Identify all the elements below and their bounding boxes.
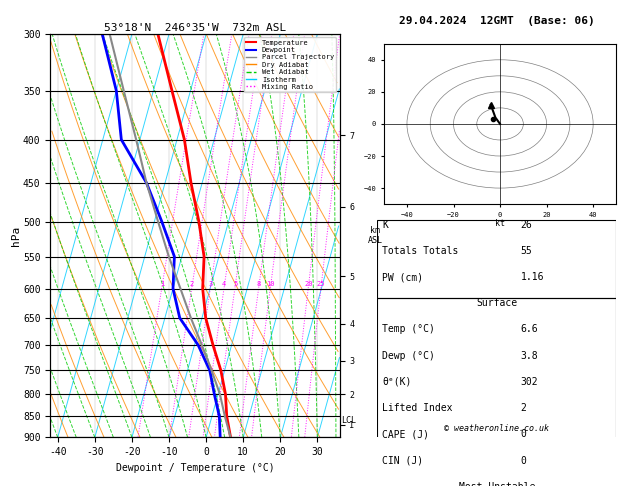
Text: Temp (°C): Temp (°C) xyxy=(382,325,435,334)
Text: 0: 0 xyxy=(521,429,526,439)
Text: θᵉ(K): θᵉ(K) xyxy=(382,377,411,387)
X-axis label: Dewpoint / Temperature (°C): Dewpoint / Temperature (°C) xyxy=(116,463,274,473)
Text: hPa: hPa xyxy=(11,226,21,246)
Text: 20: 20 xyxy=(304,281,313,287)
Text: 2: 2 xyxy=(190,281,194,287)
Text: Dewp (°C): Dewp (°C) xyxy=(382,351,435,361)
Y-axis label: km
ASL: km ASL xyxy=(368,226,382,245)
Text: 25: 25 xyxy=(317,281,325,287)
Bar xyxy=(377,482,616,486)
Text: K: K xyxy=(382,220,388,229)
Title: 53°18'N  246°35'W  732m ASL: 53°18'N 246°35'W 732m ASL xyxy=(104,23,286,33)
Text: 3: 3 xyxy=(208,281,213,287)
Text: © weatheronline.co.uk: © weatheronline.co.uk xyxy=(445,424,549,434)
Text: CIN (J): CIN (J) xyxy=(382,455,423,466)
Text: 0: 0 xyxy=(521,455,526,466)
Text: 302: 302 xyxy=(521,377,538,387)
Bar xyxy=(377,298,616,482)
Text: PW (cm): PW (cm) xyxy=(382,272,423,282)
Text: 29.04.2024  12GMT  (Base: 06): 29.04.2024 12GMT (Base: 06) xyxy=(399,16,595,26)
Text: 6.6: 6.6 xyxy=(521,325,538,334)
Text: 3.8: 3.8 xyxy=(521,351,538,361)
Text: 1.16: 1.16 xyxy=(521,272,544,282)
Text: 10: 10 xyxy=(266,281,275,287)
Text: 1: 1 xyxy=(160,281,164,287)
Text: 4: 4 xyxy=(222,281,226,287)
Text: 26: 26 xyxy=(521,220,533,229)
Text: Totals Totals: Totals Totals xyxy=(382,246,459,256)
Text: 8: 8 xyxy=(257,281,261,287)
X-axis label: kt: kt xyxy=(495,219,505,228)
Text: 2: 2 xyxy=(521,403,526,413)
Text: LCL: LCL xyxy=(342,416,357,425)
Text: Most Unstable: Most Unstable xyxy=(459,482,535,486)
Bar xyxy=(377,220,616,298)
Legend: Temperature, Dewpoint, Parcel Trajectory, Dry Adiabat, Wet Adiabat, Isotherm, Mi: Temperature, Dewpoint, Parcel Trajectory… xyxy=(244,37,336,92)
Text: 55: 55 xyxy=(521,246,533,256)
Text: CAPE (J): CAPE (J) xyxy=(382,429,429,439)
Text: 5: 5 xyxy=(233,281,237,287)
Text: Lifted Index: Lifted Index xyxy=(382,403,453,413)
Text: Surface: Surface xyxy=(476,298,518,308)
